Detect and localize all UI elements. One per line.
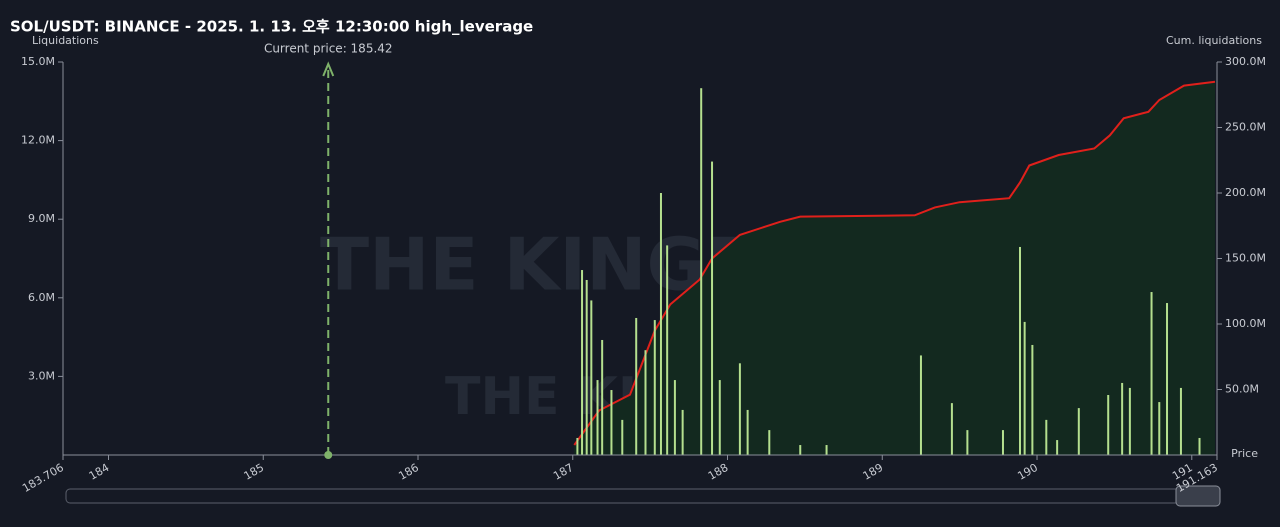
bar [653,320,656,455]
bar [610,390,613,455]
bar [1166,303,1169,455]
y2-axis-label: Cum. liquidations [1166,34,1262,47]
bar [1001,430,1004,455]
chart-title: SOL/USDT: BINANCE - 2025. 1. 13. 오후 12:3… [10,18,533,36]
current-price-arrow [322,61,335,77]
bar [601,339,604,455]
bar [1077,408,1080,455]
bar [1107,395,1110,455]
bar [700,88,703,455]
bar [1031,344,1034,455]
bar [681,409,684,455]
bar [919,355,922,455]
y2-tick-label: 300.0M [1225,55,1266,68]
bar [590,300,593,455]
y-tick-label: 15.0M [21,55,55,68]
bar [950,403,953,455]
bar [799,445,802,455]
bar [1045,419,1048,455]
bar [621,419,624,455]
bar [768,430,771,455]
bar [966,430,969,455]
bar [1158,402,1161,455]
bar [746,409,749,455]
bar [1121,382,1124,455]
bar [585,279,588,455]
bar [635,317,638,455]
y2-tick-label: 100.0M [1225,317,1266,330]
bar [673,380,676,455]
bar [644,350,647,455]
bar [1128,387,1131,455]
y-tick-label: 12.0M [21,134,55,147]
bar [711,161,714,455]
bar [738,363,741,455]
bar [1018,246,1021,455]
current-price-label: Current price: 185.42 [264,42,393,56]
current-price-dot [324,451,333,459]
bar [596,380,599,455]
bar [1023,321,1026,455]
y2-tick-label: 150.0M [1225,252,1266,265]
scroll-handle[interactable] [1175,485,1221,507]
y-axis-label: Liquidations [32,34,99,47]
y2-tick-label: 200.0M [1225,186,1266,199]
y-tick-label: 3.0M [28,369,55,382]
bar [666,245,669,455]
bar [1150,292,1153,455]
bar [581,270,584,455]
bar [718,380,721,455]
bar [825,445,828,455]
y-tick-label: 6.0M [28,291,55,304]
y-tick-label: 9.0M [28,212,55,225]
y2-tick-label: 250.0M [1225,121,1266,134]
cumulative-area [574,81,1215,455]
bar [659,193,662,455]
bar [1056,440,1059,455]
bar [576,437,579,455]
bar [1179,387,1182,455]
y2-tick-label: 50.0M [1225,383,1259,396]
bar [1198,437,1201,455]
x-axis-label: Price [1231,447,1258,460]
